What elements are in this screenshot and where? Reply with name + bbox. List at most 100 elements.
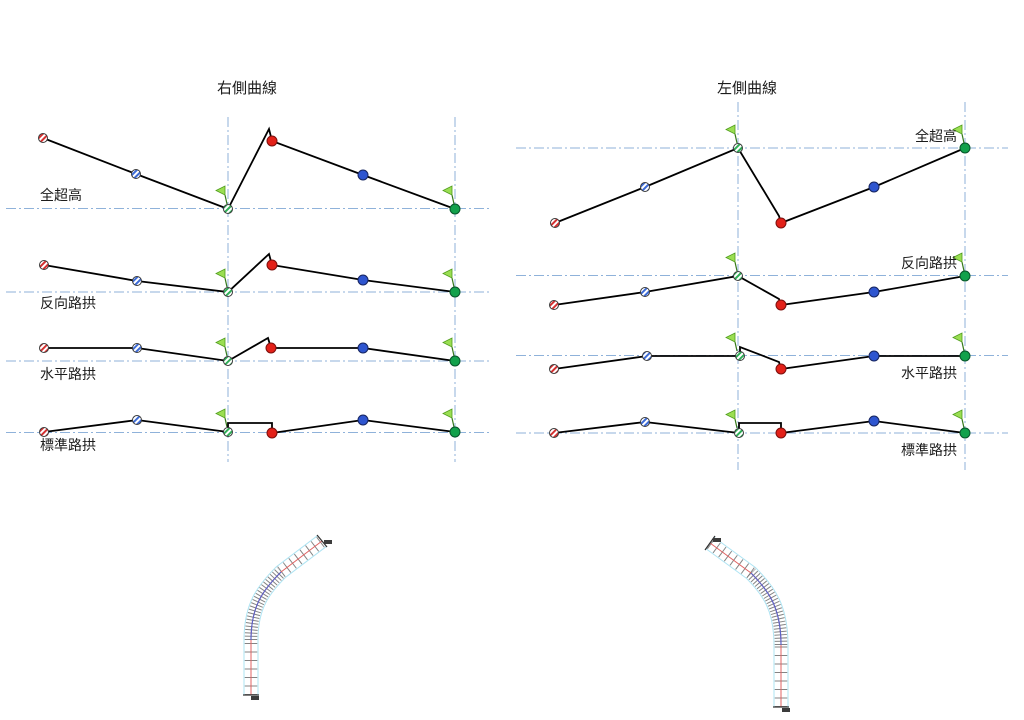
flag-pennant xyxy=(215,337,226,348)
flag-pennant xyxy=(442,185,453,196)
flag-stem xyxy=(734,133,738,144)
flag-pennant xyxy=(442,408,453,419)
station-end-marker xyxy=(713,538,721,542)
marker-hatched-b-circle xyxy=(640,417,650,427)
marker-hatched-r-circle xyxy=(39,343,49,353)
marker-solid-g-circle xyxy=(959,142,971,154)
marker-hatched-r-circle xyxy=(38,133,48,143)
station-end-marker xyxy=(324,540,332,544)
marker-solid-r-circle xyxy=(775,363,787,375)
marker-solid-g-circle xyxy=(449,203,461,215)
flag-pennant xyxy=(725,124,736,135)
marker-solid-b-circle xyxy=(868,181,880,193)
flag-stem xyxy=(224,277,228,288)
marker-solid-b-circle xyxy=(868,350,880,362)
marker-solid-r-circle xyxy=(265,342,277,354)
marker-solid-b-circle xyxy=(357,169,369,181)
row-label-normal-crown-right: 標準路拱 xyxy=(40,438,96,454)
flag-stem xyxy=(961,133,965,144)
marker-solid-r-circle xyxy=(266,427,278,439)
marker-hatched-b-circle xyxy=(132,343,142,353)
station-end-marker xyxy=(782,708,790,712)
row-label-reverse-crown-right: 反向路拱 xyxy=(40,296,96,312)
marker-hatched-r-circle xyxy=(549,364,559,374)
flag-pennant xyxy=(215,185,226,196)
panel-title-right-curve: 右側曲線 xyxy=(216,79,277,97)
profile-row xyxy=(516,332,1008,375)
flag-stem xyxy=(734,341,738,352)
flag-stem xyxy=(961,261,965,272)
flag-stem xyxy=(224,194,228,205)
flag-icon xyxy=(442,268,455,288)
row-label-full-super-left: 全超高 xyxy=(915,129,957,145)
flag-pennant xyxy=(952,332,963,343)
flag-pennant xyxy=(725,409,736,420)
flag-stem xyxy=(961,341,965,352)
marker-solid-g-circle xyxy=(449,355,461,367)
flag-pennant xyxy=(952,409,963,420)
panel-title-left-curve: 左側曲線 xyxy=(716,79,777,97)
marker-hatched-g-circle xyxy=(735,351,745,361)
marker-hatched-g-circle xyxy=(223,204,233,214)
superelevation-profile-line xyxy=(43,252,456,293)
flag-icon xyxy=(442,185,455,205)
marker-solid-b-circle xyxy=(357,414,369,426)
flag-icon xyxy=(952,409,965,429)
superelevation-profile-line xyxy=(44,336,456,362)
flag-pennant xyxy=(725,252,736,263)
road-curve-highlight xyxy=(750,572,782,646)
road-end-line xyxy=(316,534,328,548)
flag-icon xyxy=(215,185,228,205)
flag-stem xyxy=(451,194,455,205)
flag-stem xyxy=(224,417,228,428)
marker-hatched-g-circle xyxy=(733,143,743,153)
profile-row xyxy=(6,336,492,367)
superelevation-profile-line xyxy=(553,345,965,370)
flag-pennant xyxy=(952,252,963,263)
row-label-reverse-crown-left: 反向路拱 xyxy=(901,256,957,272)
profile-row xyxy=(516,409,1008,439)
flag-icon xyxy=(442,408,455,428)
flag-icon xyxy=(952,252,965,272)
marker-solid-b-circle xyxy=(357,342,369,354)
row-label-level-crown-left: 水平路拱 xyxy=(901,366,957,382)
road-surface xyxy=(244,535,326,695)
flag-icon xyxy=(215,337,228,357)
row-label-level-crown-right: 水平路拱 xyxy=(40,367,96,383)
marker-solid-r-circle xyxy=(775,299,787,311)
flag-pennant xyxy=(442,337,453,348)
superelevation-profile-line xyxy=(42,126,456,211)
row-label-normal-crown-left: 標準路拱 xyxy=(901,443,957,459)
road-plan-left-curve xyxy=(704,535,790,712)
marker-hatched-b-circle xyxy=(640,182,650,192)
superelevation-profile-line xyxy=(553,420,966,435)
flag-icon xyxy=(952,124,965,144)
flag-pennant xyxy=(215,408,226,419)
profile-row xyxy=(6,126,492,215)
flag-icon xyxy=(442,337,455,357)
marker-solid-g-circle xyxy=(959,427,971,439)
marker-hatched-r-circle xyxy=(549,428,559,438)
marker-hatched-b-circle xyxy=(640,287,650,297)
marker-hatched-b-circle xyxy=(131,169,141,179)
profile-row xyxy=(516,252,1008,311)
flag-stem xyxy=(961,418,965,429)
marker-hatched-g-circle xyxy=(733,271,743,281)
flag-pennant xyxy=(442,268,453,279)
superelevation-profile-line xyxy=(554,146,966,225)
flag-pennant xyxy=(215,268,226,279)
superelevation-profile-line xyxy=(43,419,456,435)
marker-hatched-b-circle xyxy=(642,351,652,361)
flag-icon xyxy=(725,332,738,352)
marker-hatched-r-circle xyxy=(39,427,49,437)
marker-solid-r-circle xyxy=(266,259,278,271)
marker-hatched-b-circle xyxy=(132,276,142,286)
superelevation-profile-line xyxy=(553,275,966,306)
profile-row xyxy=(6,252,492,298)
flag-icon xyxy=(725,124,738,144)
marker-hatched-g-circle xyxy=(223,287,233,297)
station-end-marker xyxy=(251,696,259,700)
flag-stem xyxy=(451,277,455,288)
